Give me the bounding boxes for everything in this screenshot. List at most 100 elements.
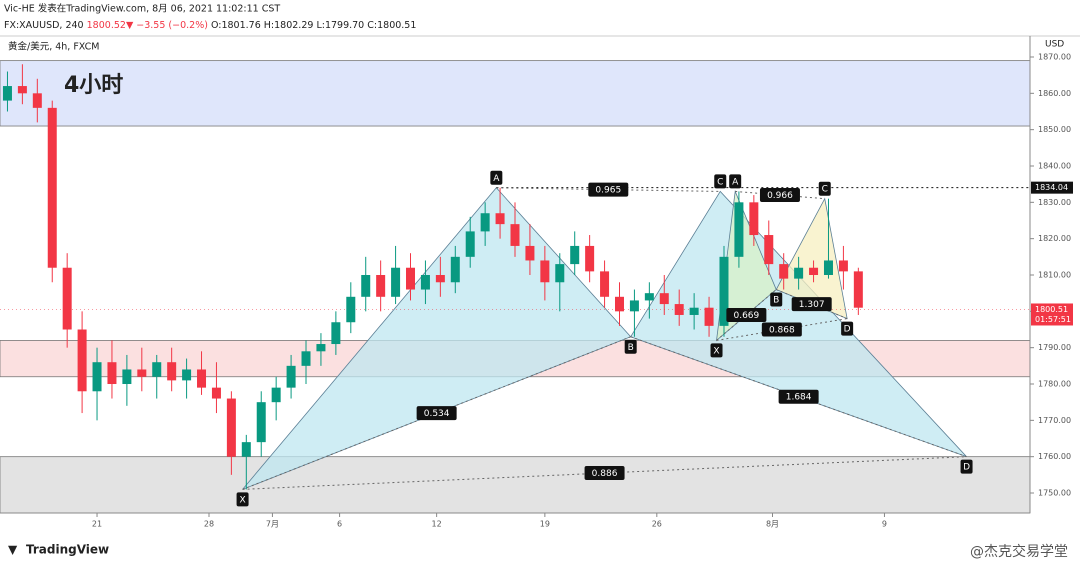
candle-body <box>600 271 610 297</box>
candle-body <box>271 387 281 403</box>
y-tick-label: 1780.00 <box>1038 380 1071 389</box>
candle-body <box>734 202 744 257</box>
candle-body <box>32 93 42 108</box>
ratio-label: 0.868 <box>769 326 795 336</box>
point-box <box>960 459 973 474</box>
candle-body <box>585 245 595 272</box>
point-box <box>714 174 727 189</box>
ratio-label: 0.966 <box>767 191 793 201</box>
candle-body <box>659 293 669 305</box>
ratio-label-box <box>416 406 457 421</box>
candle-body <box>182 369 192 381</box>
candle-body <box>719 256 729 326</box>
candle-body <box>77 329 87 392</box>
ratio-label-box <box>726 307 767 322</box>
candle-body <box>346 296 356 323</box>
candle-body <box>809 267 819 275</box>
countdown: 01:57:51 <box>1035 315 1071 324</box>
candle-body <box>92 362 102 392</box>
candle-body <box>525 245 535 261</box>
candle-body <box>241 442 251 457</box>
x-tick-label: 28 <box>204 520 214 529</box>
x-tick-label: 8月 <box>766 520 779 529</box>
candle-body <box>614 296 624 312</box>
point-box <box>729 174 742 189</box>
candle-body <box>570 245 580 265</box>
symbol: FX:XAUUSD, 240 <box>4 20 84 31</box>
point-label: D <box>844 325 851 335</box>
x-tick-label: 21 <box>92 520 102 529</box>
candle-body <box>495 213 505 225</box>
open: O:1801.76 <box>211 20 261 31</box>
y-tick-label: 1770.00 <box>1038 416 1071 425</box>
x-tick-label: 26 <box>652 520 662 529</box>
candle-body <box>286 365 296 388</box>
high: H:1802.29 <box>264 20 314 31</box>
last: 1800.52 <box>87 20 126 31</box>
zone <box>0 456 1031 514</box>
point-box <box>770 292 783 307</box>
point-label: X <box>713 346 719 356</box>
y-tick-label: 1850.00 <box>1038 125 1071 134</box>
currency: USD <box>1045 40 1064 50</box>
point-label: B <box>773 296 779 306</box>
candle-body <box>316 344 326 352</box>
arrow: ▼ <box>126 20 134 31</box>
candle-body <box>764 235 774 265</box>
candle-body <box>435 275 445 283</box>
ratio-label: 0.669 <box>733 311 759 321</box>
x-tick-label: 12 <box>432 520 442 529</box>
candle-body <box>197 369 207 388</box>
candle-body <box>420 275 430 290</box>
candle-body <box>540 260 550 283</box>
candle-body <box>779 264 789 279</box>
candle-body <box>794 267 804 279</box>
watermark: @杰克交易学堂 <box>970 543 1068 560</box>
candle-body <box>256 402 266 443</box>
y-tick-label: 1760.00 <box>1038 452 1071 461</box>
candle-body <box>450 256 460 283</box>
point-box <box>841 321 854 336</box>
y-tick-label: 1750.00 <box>1038 489 1071 498</box>
candle-body <box>376 275 386 297</box>
logo: TradingView <box>26 543 109 557</box>
x-tick-label: 7月 <box>266 520 279 529</box>
candle-body <box>301 351 311 366</box>
ratio-label: 0.965 <box>595 186 621 196</box>
candle-body <box>480 213 490 232</box>
candle-body <box>17 86 27 94</box>
candle-body <box>674 304 684 315</box>
candle-body <box>749 202 759 236</box>
candle-body <box>510 224 520 246</box>
point-label: C <box>822 185 828 195</box>
low: L:1799.70 <box>316 20 364 31</box>
ratio-label: 1.307 <box>799 300 825 310</box>
candle-body <box>107 362 117 385</box>
point-label: C <box>717 177 723 187</box>
ratio-line <box>716 289 777 341</box>
price-label: 1800.51 <box>1035 305 1068 314</box>
candle-body <box>465 231 475 257</box>
ratio-label: 0.534 <box>424 409 450 419</box>
point-box <box>624 339 637 354</box>
candle-body <box>823 260 833 275</box>
candle-body <box>137 369 147 377</box>
publisher: Vic-HE 发表在TradingView.com, 8月 06, 2021 1… <box>4 3 280 15</box>
candle-body <box>167 362 177 381</box>
candle-body <box>2 86 12 101</box>
point-box <box>490 170 503 185</box>
close: C:1800.51 <box>367 20 416 31</box>
point-box <box>710 343 723 358</box>
y-tick-label: 1830.00 <box>1038 198 1071 207</box>
ratio-label-box <box>791 297 832 312</box>
ratio-label-box <box>778 389 819 404</box>
y-tick-label: 1860.00 <box>1038 89 1071 98</box>
price-box <box>1031 303 1073 326</box>
ratio-line <box>242 456 967 490</box>
ratio-label: 0.886 <box>592 469 618 479</box>
logo-mark: ▼ <box>8 543 18 557</box>
candle-body <box>391 267 401 297</box>
candle-body <box>361 275 371 297</box>
legend: 黄金/美元, 4h, FXCM <box>8 41 99 53</box>
